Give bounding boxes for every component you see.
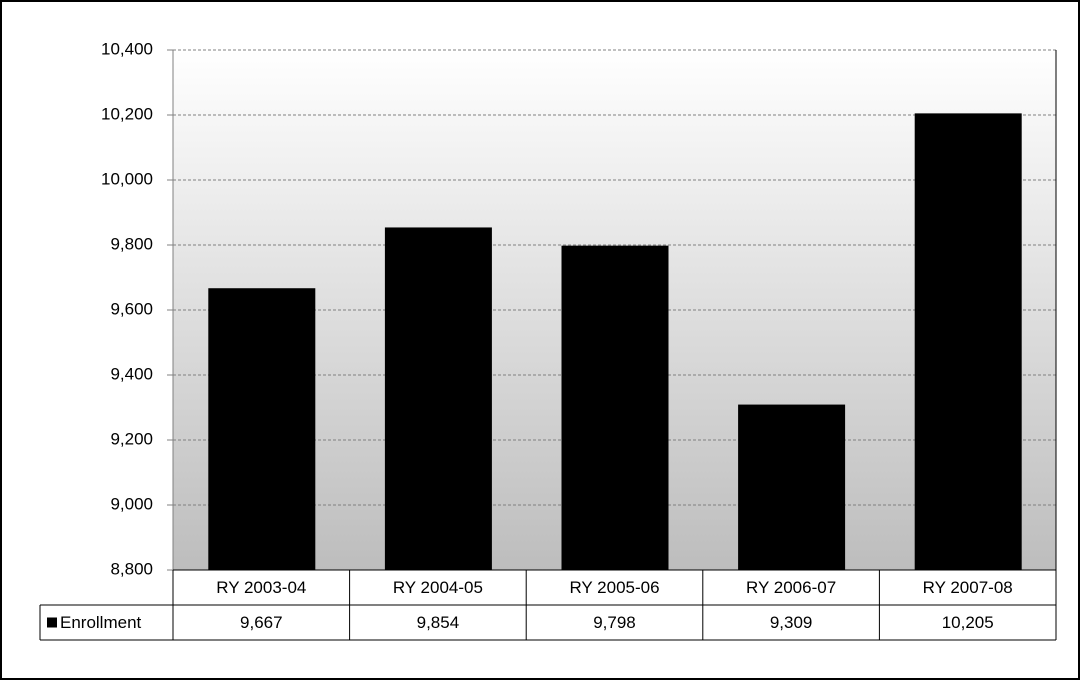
bar xyxy=(738,404,846,570)
y-tick-label: 9,600 xyxy=(110,299,153,318)
x-tick-label: RY 2007-08 xyxy=(923,578,1013,597)
bar xyxy=(914,113,1022,570)
x-tick-label: RY 2005-06 xyxy=(569,578,659,597)
y-tick-label: 10,000 xyxy=(101,169,153,188)
table-value: 9,309 xyxy=(770,613,813,632)
bar xyxy=(208,288,316,570)
y-tick-label: 9,800 xyxy=(110,234,153,253)
bar xyxy=(561,245,669,570)
table-value: 9,854 xyxy=(417,613,460,632)
table-value: 9,667 xyxy=(240,613,283,632)
x-tick-label: RY 2006-07 xyxy=(746,578,836,597)
legend-label: Enrollment xyxy=(60,613,142,632)
x-tick-label: RY 2003-04 xyxy=(216,578,306,597)
y-tick-label: 8,800 xyxy=(110,559,153,578)
y-tick-label: 9,000 xyxy=(110,494,153,513)
y-tick-label: 10,200 xyxy=(101,104,153,123)
bar xyxy=(384,227,492,570)
y-tick-label: 9,400 xyxy=(110,364,153,383)
x-tick-label: RY 2004-05 xyxy=(393,578,483,597)
legend-key xyxy=(47,617,57,628)
table-value: 9,798 xyxy=(593,613,636,632)
y-tick-label: 9,200 xyxy=(110,429,153,448)
y-tick-label: 10,400 xyxy=(101,39,153,58)
table-value: 10,205 xyxy=(942,613,994,632)
